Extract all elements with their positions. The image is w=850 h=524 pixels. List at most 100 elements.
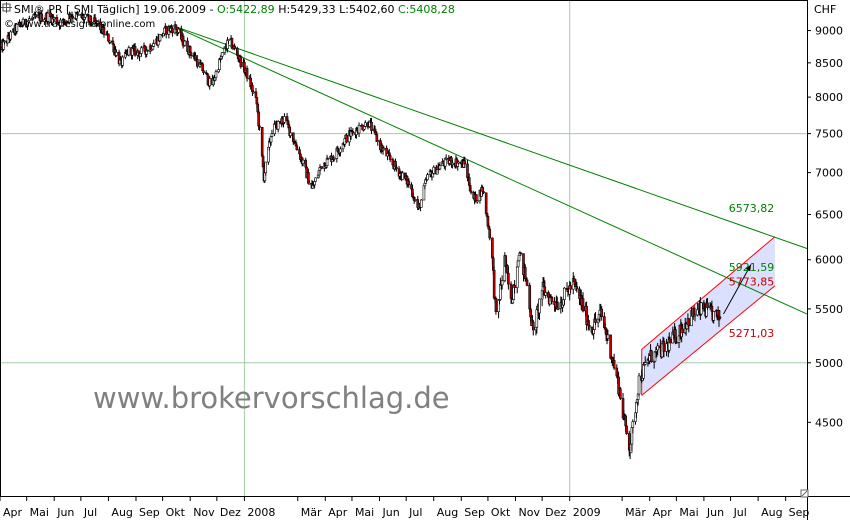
channel-value-label: 5271,03 bbox=[729, 327, 775, 340]
candle-up bbox=[251, 91, 255, 94]
candle-up bbox=[289, 132, 292, 136]
x-tick-label: Okt bbox=[166, 506, 186, 519]
candle-up bbox=[313, 181, 316, 186]
x-tick-label: Mai bbox=[30, 506, 49, 519]
candle-up bbox=[376, 140, 380, 142]
candle-down bbox=[484, 192, 488, 214]
candle-up bbox=[712, 311, 715, 321]
candle-up bbox=[544, 292, 548, 296]
y-tick-label: 6500 bbox=[815, 208, 843, 221]
x-tick-label: Apr bbox=[653, 506, 673, 519]
channel-value-label: 5773,85 bbox=[729, 275, 775, 288]
candle-down bbox=[531, 321, 535, 331]
candle-up bbox=[314, 177, 317, 182]
candle-up bbox=[693, 314, 697, 317]
candle-down bbox=[572, 278, 576, 283]
candle-up bbox=[563, 287, 566, 300]
candle-up bbox=[214, 71, 218, 78]
x-axis: Apr Mai Jun Jul Aug Sep Okt Nov Dez 2008 Mär Apr Mai… bbox=[0, 496, 809, 519]
x-tick-label: Jun bbox=[382, 506, 400, 519]
candle-up bbox=[276, 121, 280, 130]
channel-fill bbox=[641, 236, 776, 396]
candle-up bbox=[115, 52, 118, 56]
candle-down bbox=[569, 285, 572, 290]
candle-down bbox=[90, 21, 93, 24]
candle-up bbox=[643, 362, 647, 365]
candle-up bbox=[401, 172, 404, 180]
channel-lower-line bbox=[641, 285, 776, 396]
candle-down bbox=[463, 160, 467, 165]
x-tick-label: Dez bbox=[545, 506, 566, 519]
candle-up bbox=[9, 31, 12, 40]
candle-up bbox=[457, 161, 460, 164]
candle-down bbox=[370, 121, 373, 131]
candle-up bbox=[631, 421, 635, 428]
y-tick-label: 6000 bbox=[815, 254, 843, 267]
candle-down bbox=[466, 163, 469, 179]
candle-up bbox=[152, 43, 156, 47]
candle-down bbox=[625, 425, 628, 434]
candle-up bbox=[177, 28, 180, 33]
candle-up bbox=[451, 162, 454, 165]
candle-down bbox=[254, 91, 258, 98]
candle-up bbox=[96, 21, 100, 24]
candle-up bbox=[52, 17, 56, 20]
candle-up bbox=[606, 334, 610, 339]
x-tick-label: Sep bbox=[139, 506, 160, 519]
candle-down bbox=[102, 27, 106, 35]
low-value: L:5402,60 bbox=[339, 3, 394, 16]
candlesticks bbox=[0, 9, 722, 460]
candle-down bbox=[681, 328, 684, 334]
candle-up bbox=[515, 266, 519, 288]
y-axis: 4500 5000 5500 6000 6500 7000 7500 8000 8500 9000 bbox=[807, 25, 843, 429]
candle-up bbox=[432, 166, 436, 174]
candle-down bbox=[509, 283, 513, 299]
candle-up bbox=[227, 39, 230, 41]
candle-down bbox=[513, 284, 516, 288]
candle-down bbox=[619, 388, 622, 399]
x-tick-label: Sep bbox=[789, 506, 810, 519]
y-tick-label: 5500 bbox=[815, 303, 843, 316]
candle-down bbox=[624, 415, 627, 427]
candle-up bbox=[21, 18, 25, 26]
candle-up bbox=[183, 40, 187, 46]
candle-down bbox=[395, 166, 398, 170]
chart-header: SMI® PR [.SMI Täglich] 19.06.2009 - O:54… bbox=[14, 3, 455, 16]
x-tick-label: Aug bbox=[761, 506, 782, 519]
candle-up bbox=[84, 13, 87, 18]
high-value: H:5429,33 bbox=[278, 3, 335, 16]
y-tick-label: 5000 bbox=[815, 357, 843, 370]
x-tick-label: Jul bbox=[83, 506, 97, 519]
candle-down bbox=[525, 279, 529, 286]
candle-up bbox=[3, 40, 6, 43]
y-tick-label: 9000 bbox=[815, 25, 843, 38]
watermark: www.brokervorschlag.de bbox=[93, 381, 450, 415]
resize-grip-icon[interactable] bbox=[800, 489, 809, 498]
projection-arrowhead bbox=[745, 264, 752, 272]
candle-up bbox=[208, 78, 212, 87]
move-handle-icon[interactable] bbox=[1, 2, 12, 13]
y-tick-label: 8500 bbox=[815, 57, 843, 70]
candle-down bbox=[488, 228, 492, 239]
projection bbox=[723, 264, 752, 315]
candle-up bbox=[339, 148, 342, 153]
candle-down bbox=[233, 45, 236, 49]
candle-down bbox=[189, 52, 193, 56]
x-tick-label: Nov bbox=[518, 506, 540, 519]
candle-up bbox=[357, 125, 361, 134]
candle-down bbox=[345, 134, 348, 143]
candle-down bbox=[239, 56, 243, 67]
open-value: O:5422,89 bbox=[217, 3, 275, 16]
currency-label: CHF bbox=[814, 3, 836, 16]
x-tick-label: Okt bbox=[491, 506, 511, 519]
x-tick-label: Mär bbox=[301, 506, 322, 519]
candle-up bbox=[46, 12, 50, 22]
candle-down bbox=[196, 58, 199, 67]
candle-down bbox=[587, 325, 591, 328]
candle-down bbox=[594, 318, 597, 323]
x-tick-label: Mai bbox=[679, 506, 698, 519]
symbol-info: SMI® PR [.SMI Täglich] 19.06.2009 - bbox=[14, 3, 217, 16]
candle-down bbox=[491, 237, 494, 259]
candle-up bbox=[108, 40, 112, 43]
